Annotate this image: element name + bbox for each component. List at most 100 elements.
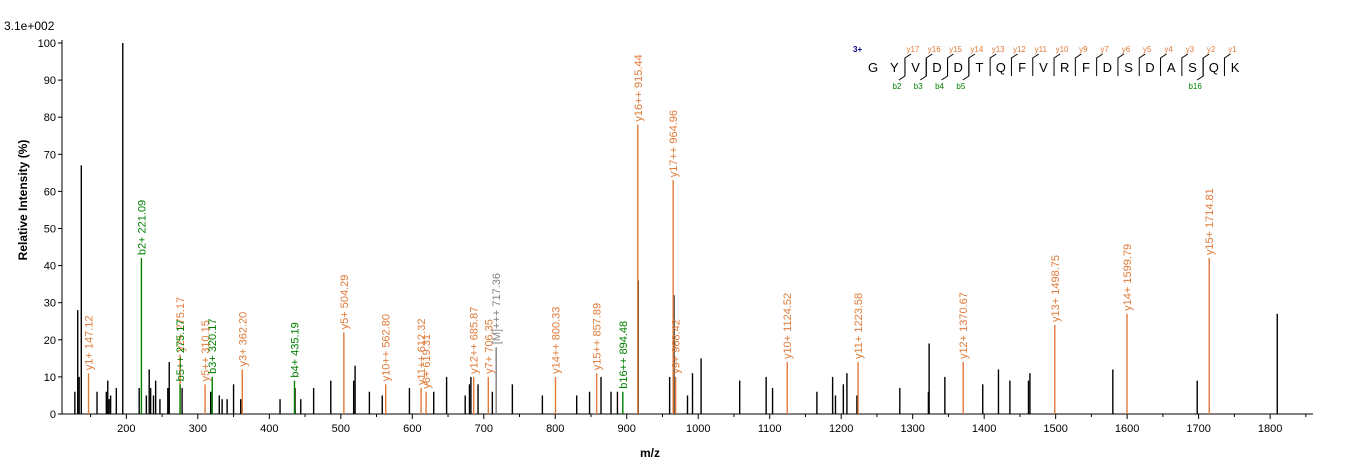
- y-ion-label: y13: [992, 45, 1005, 54]
- sequence-residue: V: [911, 60, 920, 75]
- y-tick-label: 50: [44, 224, 56, 236]
- peak-label: y6+ 619.31: [421, 334, 433, 389]
- x-tick-label: 800: [546, 423, 564, 435]
- y-ion-bracket: [1096, 53, 1103, 76]
- x-tick-label: 500: [332, 423, 350, 435]
- y-ion-bracket: [904, 53, 912, 76]
- sequence-residue: K: [1231, 60, 1240, 75]
- sequence-residue: S: [1188, 60, 1197, 75]
- x-tick-label: 1400: [972, 423, 996, 435]
- y-ion-bracket: [1117, 53, 1125, 76]
- sequence-residue: S: [1124, 60, 1133, 75]
- sequence-residue: D: [1145, 60, 1154, 75]
- peak-label: y15++ 857.89: [592, 303, 604, 370]
- peak-label: y14++ 800.33: [550, 307, 562, 374]
- b-ion-bracket: [962, 58, 970, 81]
- peak-label: y13+ 1498.75: [1050, 255, 1062, 322]
- y-ion-label: y10: [1056, 45, 1069, 54]
- sequence-residue: D: [1103, 60, 1112, 75]
- y-ion-bracket: [1010, 53, 1018, 76]
- peak-label: y7+ 706.35: [483, 319, 495, 374]
- y-tick-label: 90: [44, 75, 56, 87]
- y-tick-label: 70: [44, 149, 56, 161]
- b-ion-label: b5: [956, 82, 965, 91]
- peak-label: [M]+++ 717.36: [491, 273, 503, 344]
- peak-label: y10+ 1124.52: [782, 293, 794, 359]
- y-ion-label: y14: [970, 45, 983, 54]
- sequence-residue: T: [976, 60, 984, 75]
- x-tick-label: 300: [189, 423, 207, 435]
- y-tick-label: 10: [44, 372, 56, 384]
- y-ion-label: y9: [1079, 45, 1088, 54]
- sequence-residue: Y: [890, 60, 899, 75]
- b-ion-bracket: [1196, 58, 1204, 81]
- sequence-residue: G: [868, 60, 878, 75]
- peak-label: b5++ 275.17: [175, 320, 187, 382]
- x-tick-label: 200: [117, 423, 135, 435]
- y-ion-label: y4: [1164, 45, 1173, 54]
- peak-label: y2+ 275.17: [175, 297, 187, 352]
- x-tick-label: 1800: [1258, 423, 1282, 435]
- y-ion-bracket: [1181, 53, 1189, 76]
- y-tick-label: 80: [44, 112, 56, 124]
- sequence-residue: F: [1018, 60, 1026, 75]
- y-ion-bracket: [1138, 53, 1146, 76]
- peak-label: y17++ 964.96: [668, 110, 680, 177]
- x-tick-label: 1200: [829, 423, 853, 435]
- peak-label: y3+ 362.20: [237, 312, 249, 367]
- peak-label: y5+ 504.29: [339, 275, 351, 330]
- y-ion-label: y16: [928, 45, 941, 54]
- peak-label: y14+ 1599.79: [1122, 244, 1134, 311]
- peak-label: b3+ 320.17: [207, 319, 219, 374]
- sequence-residue: D: [932, 60, 941, 75]
- sequence-residue: R: [1060, 60, 1069, 75]
- axes: 0 10 20 30 40 50 60 70 80 90 100 200 300 400 500 600 700…: [38, 38, 1313, 435]
- peak-label: y15+ 1714.81: [1204, 188, 1216, 255]
- y-tick-label: 40: [44, 261, 56, 273]
- y-ion-label: y3: [1186, 45, 1195, 54]
- sequence-residue: Q: [1209, 60, 1219, 75]
- sequence-residue: V: [1039, 60, 1048, 75]
- x-tick-label: 900: [618, 423, 636, 435]
- x-tick-label: 1300: [900, 423, 924, 435]
- y-tick-label: 30: [44, 298, 56, 310]
- x-tick-label: 400: [260, 423, 278, 435]
- y-tick-label: 100: [38, 38, 56, 50]
- sequence-residue: Q: [996, 60, 1006, 75]
- y-ion-label: y2: [1207, 45, 1216, 54]
- peak-label: y12++ 685.87: [469, 307, 481, 374]
- y-ion-bracket: [968, 53, 976, 76]
- y-ion-label: y11: [1035, 45, 1048, 54]
- peak-label: y5++ 310.15: [200, 320, 212, 381]
- peak-label: y11+ 1223.58: [853, 293, 865, 359]
- x-tick-label: 1000: [686, 423, 710, 435]
- unassigned-peaks: [74, 43, 1278, 414]
- peak-label: y12+ 1370.67: [958, 292, 970, 359]
- y-axis-title: Relative Intensity (%): [16, 140, 30, 261]
- y-ion-label: y17: [906, 45, 919, 54]
- peak-label: y9+ 968.42: [671, 319, 683, 374]
- y-tick-label: 60: [44, 186, 56, 198]
- y-ion-bracket: [1160, 53, 1167, 76]
- x-tick-label: 700: [475, 423, 493, 435]
- peak-label: y11++ 612.32: [416, 319, 428, 385]
- x-tick-label: 600: [403, 423, 421, 435]
- y-ion-label: y15: [949, 45, 962, 54]
- peak-label: y1+ 147.12: [84, 315, 96, 370]
- sequence-residue: D: [954, 60, 963, 75]
- intensity-scale-label: 3.1e+002: [4, 19, 55, 33]
- y-ion-label: y12: [1013, 45, 1026, 54]
- y-ion-bracket: [1053, 53, 1061, 76]
- y-ion-label: y1: [1228, 45, 1237, 54]
- y-tick-label: 0: [50, 409, 56, 421]
- b-ion-bracket: [941, 58, 949, 81]
- y-ion-bracket: [1032, 53, 1040, 76]
- y-ion-bracket: [989, 53, 997, 76]
- b-ion-label: b3: [914, 82, 923, 91]
- peak-label: y10++ 562.80: [381, 314, 393, 381]
- sequence-residue: F: [1082, 60, 1090, 75]
- peak-label: b4+ 435.19: [289, 322, 301, 377]
- x-tick-label: 1600: [1115, 423, 1139, 435]
